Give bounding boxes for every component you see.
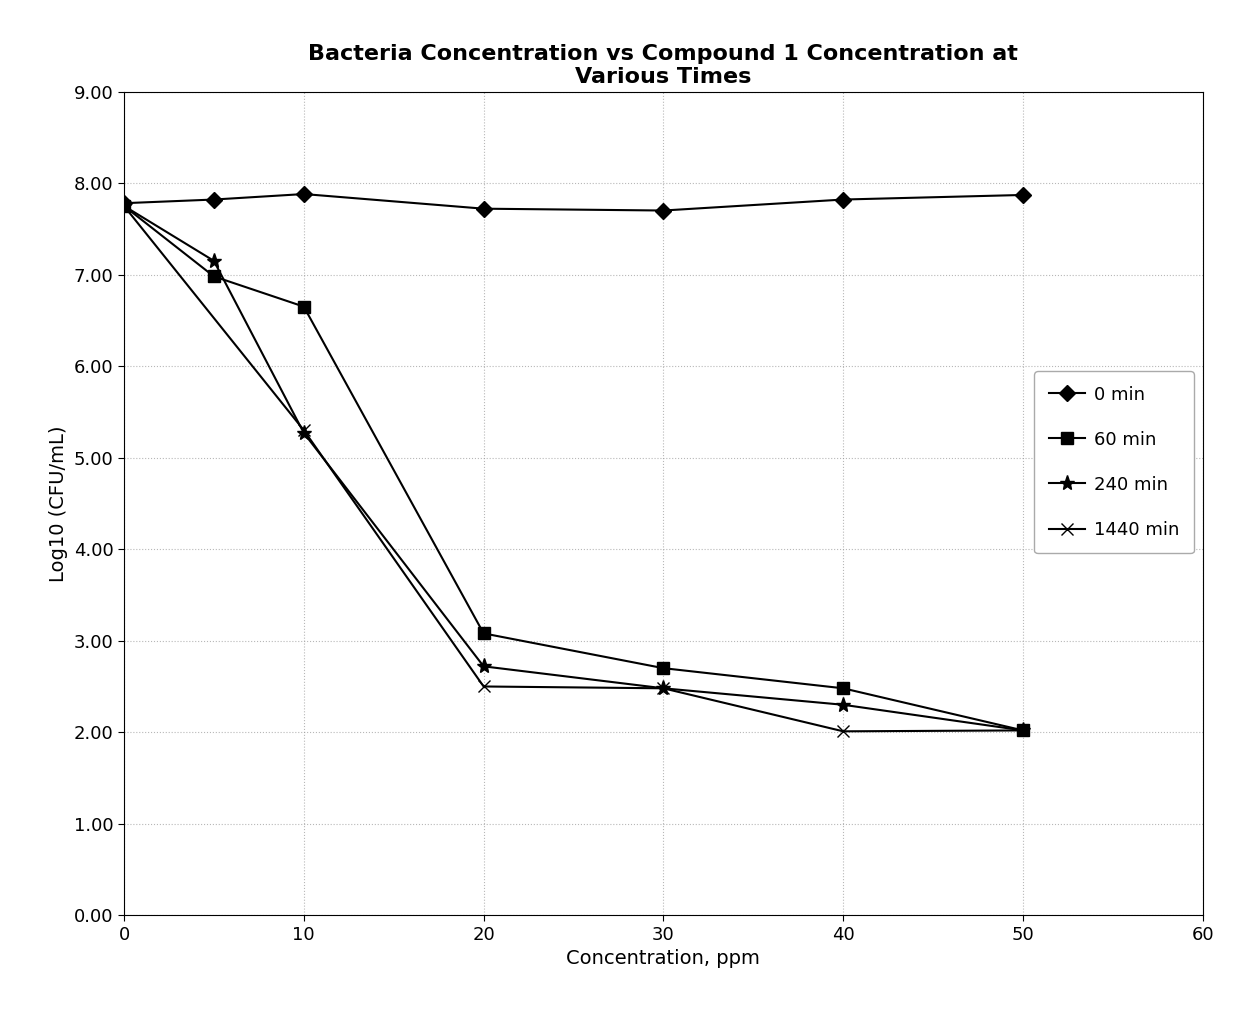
60 min — [476, 627, 491, 640]
Title: Bacteria Concentration vs Compound 1 Concentration at
Various Times: Bacteria Concentration vs Compound 1 Con… — [309, 44, 1018, 87]
240 min — [206, 254, 222, 266]
Line: 240 min: 240 min — [117, 198, 1030, 738]
60 min — [206, 271, 222, 283]
60 min — [836, 682, 851, 695]
240 min — [656, 682, 671, 695]
1440 min — [836, 725, 851, 737]
Line: 1440 min: 1440 min — [118, 199, 1029, 737]
1440 min — [1016, 724, 1030, 736]
Legend: 0 min, 60 min, 240 min, 1440 min: 0 min, 60 min, 240 min, 1440 min — [1034, 371, 1194, 553]
240 min — [476, 660, 491, 672]
60 min — [296, 301, 311, 313]
60 min — [656, 662, 671, 674]
0 min — [296, 188, 311, 200]
0 min — [117, 197, 131, 210]
60 min — [1016, 724, 1030, 736]
X-axis label: Concentration, ppm: Concentration, ppm — [567, 949, 760, 968]
1440 min — [656, 682, 671, 695]
240 min — [117, 199, 131, 213]
240 min — [296, 427, 311, 439]
240 min — [1016, 724, 1030, 736]
0 min — [476, 202, 491, 215]
1440 min — [117, 199, 131, 213]
Y-axis label: Log10 (CFU/mL): Log10 (CFU/mL) — [50, 425, 68, 582]
240 min — [836, 699, 851, 711]
0 min — [1016, 189, 1030, 201]
1440 min — [296, 424, 311, 436]
0 min — [656, 204, 671, 217]
1440 min — [476, 680, 491, 693]
0 min — [836, 193, 851, 205]
60 min — [117, 199, 131, 213]
Line: 60 min: 60 min — [119, 200, 1028, 736]
0 min — [206, 193, 222, 205]
Line: 0 min: 0 min — [119, 188, 1028, 216]
